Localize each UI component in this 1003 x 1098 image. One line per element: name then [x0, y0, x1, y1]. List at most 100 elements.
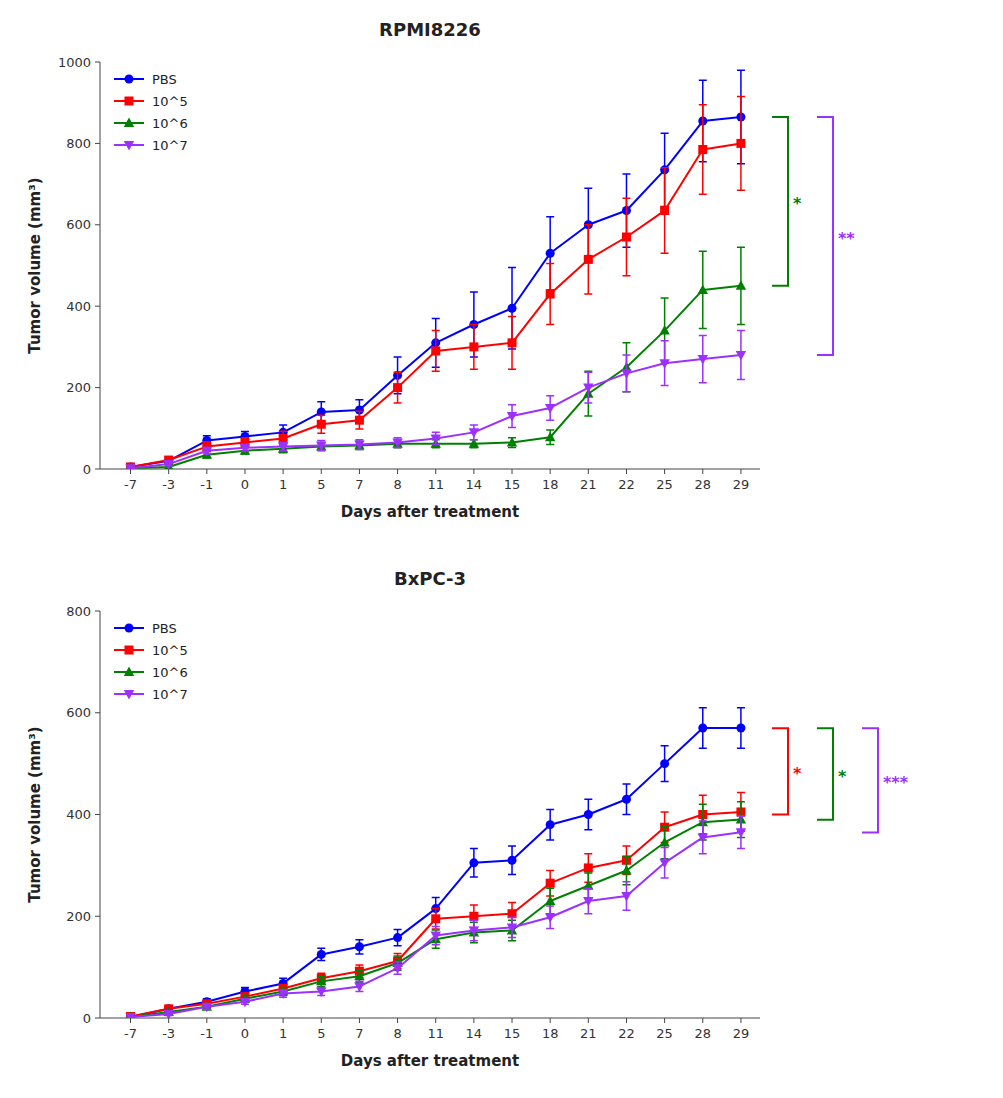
marker — [621, 369, 631, 379]
series-line — [131, 355, 741, 468]
x-tick — [664, 469, 665, 474]
y-tick-label: 400 — [66, 299, 91, 314]
marker — [508, 304, 517, 313]
x-tick-label: -7 — [124, 1026, 137, 1041]
legend-label: PBS — [152, 72, 177, 87]
series-line — [131, 728, 741, 1017]
legend-label: 10^5 — [152, 94, 188, 109]
x-tick-label: 22 — [618, 477, 635, 492]
x-tick — [626, 469, 627, 474]
marker — [545, 404, 555, 414]
y-tick-label: 400 — [66, 807, 91, 822]
series-line — [131, 820, 741, 1017]
marker — [431, 346, 440, 355]
marker — [163, 460, 173, 469]
x-tick-label: 28 — [695, 1026, 712, 1041]
x-tick-label: 11 — [427, 477, 444, 492]
marker — [126, 1012, 135, 1018]
marker — [163, 1010, 173, 1018]
error-bar — [661, 168, 669, 253]
panel: BxPC-30200400600800-7-3-1015781114151821… — [26, 568, 909, 1070]
significance-bracket — [772, 117, 788, 286]
marker — [431, 932, 441, 942]
x-tick-label: 18 — [542, 477, 559, 492]
marker — [354, 441, 364, 451]
x-tick-label: 18 — [542, 1026, 559, 1041]
x-tick-label: 0 — [241, 1026, 249, 1041]
marker — [659, 359, 669, 369]
legend-marker — [125, 624, 134, 633]
y-axis-label: Tumor volume (mm³) — [26, 726, 44, 902]
x-tick — [397, 469, 398, 474]
series-line — [131, 117, 741, 467]
marker — [202, 447, 212, 457]
marker — [545, 895, 555, 905]
significance-star: *** — [883, 773, 909, 792]
series-line — [131, 832, 741, 1017]
marker — [125, 1013, 135, 1018]
marker — [125, 464, 135, 469]
x-tick-label: 8 — [393, 1026, 401, 1041]
series-line — [131, 143, 741, 467]
significance-star: * — [793, 764, 802, 783]
x-tick-label: -7 — [124, 477, 137, 492]
error-bar — [737, 97, 745, 191]
marker — [584, 863, 593, 872]
x-tick-label: 25 — [656, 1026, 673, 1041]
legend-marker — [125, 646, 134, 655]
x-tick-label: 8 — [393, 477, 401, 492]
marker — [279, 434, 288, 443]
marker — [584, 810, 593, 819]
x-tick — [359, 469, 360, 474]
error-bar — [355, 411, 363, 429]
y-tick — [95, 814, 100, 815]
marker — [392, 964, 402, 974]
error-bar — [737, 708, 745, 749]
x-tick — [435, 469, 436, 474]
y-tick — [95, 712, 100, 713]
marker — [507, 923, 517, 933]
x-tick — [244, 1018, 245, 1023]
x-tick — [397, 1018, 398, 1023]
marker — [659, 837, 669, 847]
x-tick-label: 29 — [733, 1026, 750, 1041]
x-tick — [435, 1018, 436, 1023]
significance-bracket — [772, 728, 788, 814]
y-tick — [95, 306, 100, 307]
x-tick-label: 15 — [504, 477, 521, 492]
x-tick-label: 28 — [695, 477, 712, 492]
error-bar — [546, 263, 554, 324]
marker — [507, 437, 517, 447]
y-axis-line — [100, 62, 101, 469]
marker — [736, 280, 746, 290]
y-tick-label: 0 — [83, 462, 91, 477]
y-tick — [95, 611, 100, 612]
title: RPMI8226 — [379, 19, 481, 40]
marker — [621, 892, 631, 902]
x-tick — [626, 1018, 627, 1023]
x-tick — [168, 469, 169, 474]
marker — [546, 249, 555, 258]
marker — [622, 233, 631, 242]
marker — [355, 942, 364, 951]
error-bar — [546, 809, 554, 840]
marker — [659, 325, 669, 335]
marker — [469, 858, 478, 867]
x-tick — [702, 469, 703, 474]
x-tick-label: 21 — [580, 1026, 597, 1041]
x-tick-label: 5 — [317, 477, 325, 492]
x-tick — [740, 469, 741, 474]
significance-bracket — [862, 728, 878, 832]
x-tick — [244, 469, 245, 474]
legend-marker — [124, 141, 134, 151]
x-tick — [321, 469, 322, 474]
y-tick-label: 200 — [66, 909, 91, 924]
y-tick-label: 800 — [66, 604, 91, 619]
marker — [736, 828, 746, 838]
x-tick — [359, 1018, 360, 1023]
legend-label: 10^6 — [152, 116, 188, 131]
legend-marker — [124, 690, 134, 700]
significance-star: ** — [838, 229, 855, 248]
x-tick — [702, 1018, 703, 1023]
legend-label: 10^6 — [152, 665, 188, 680]
